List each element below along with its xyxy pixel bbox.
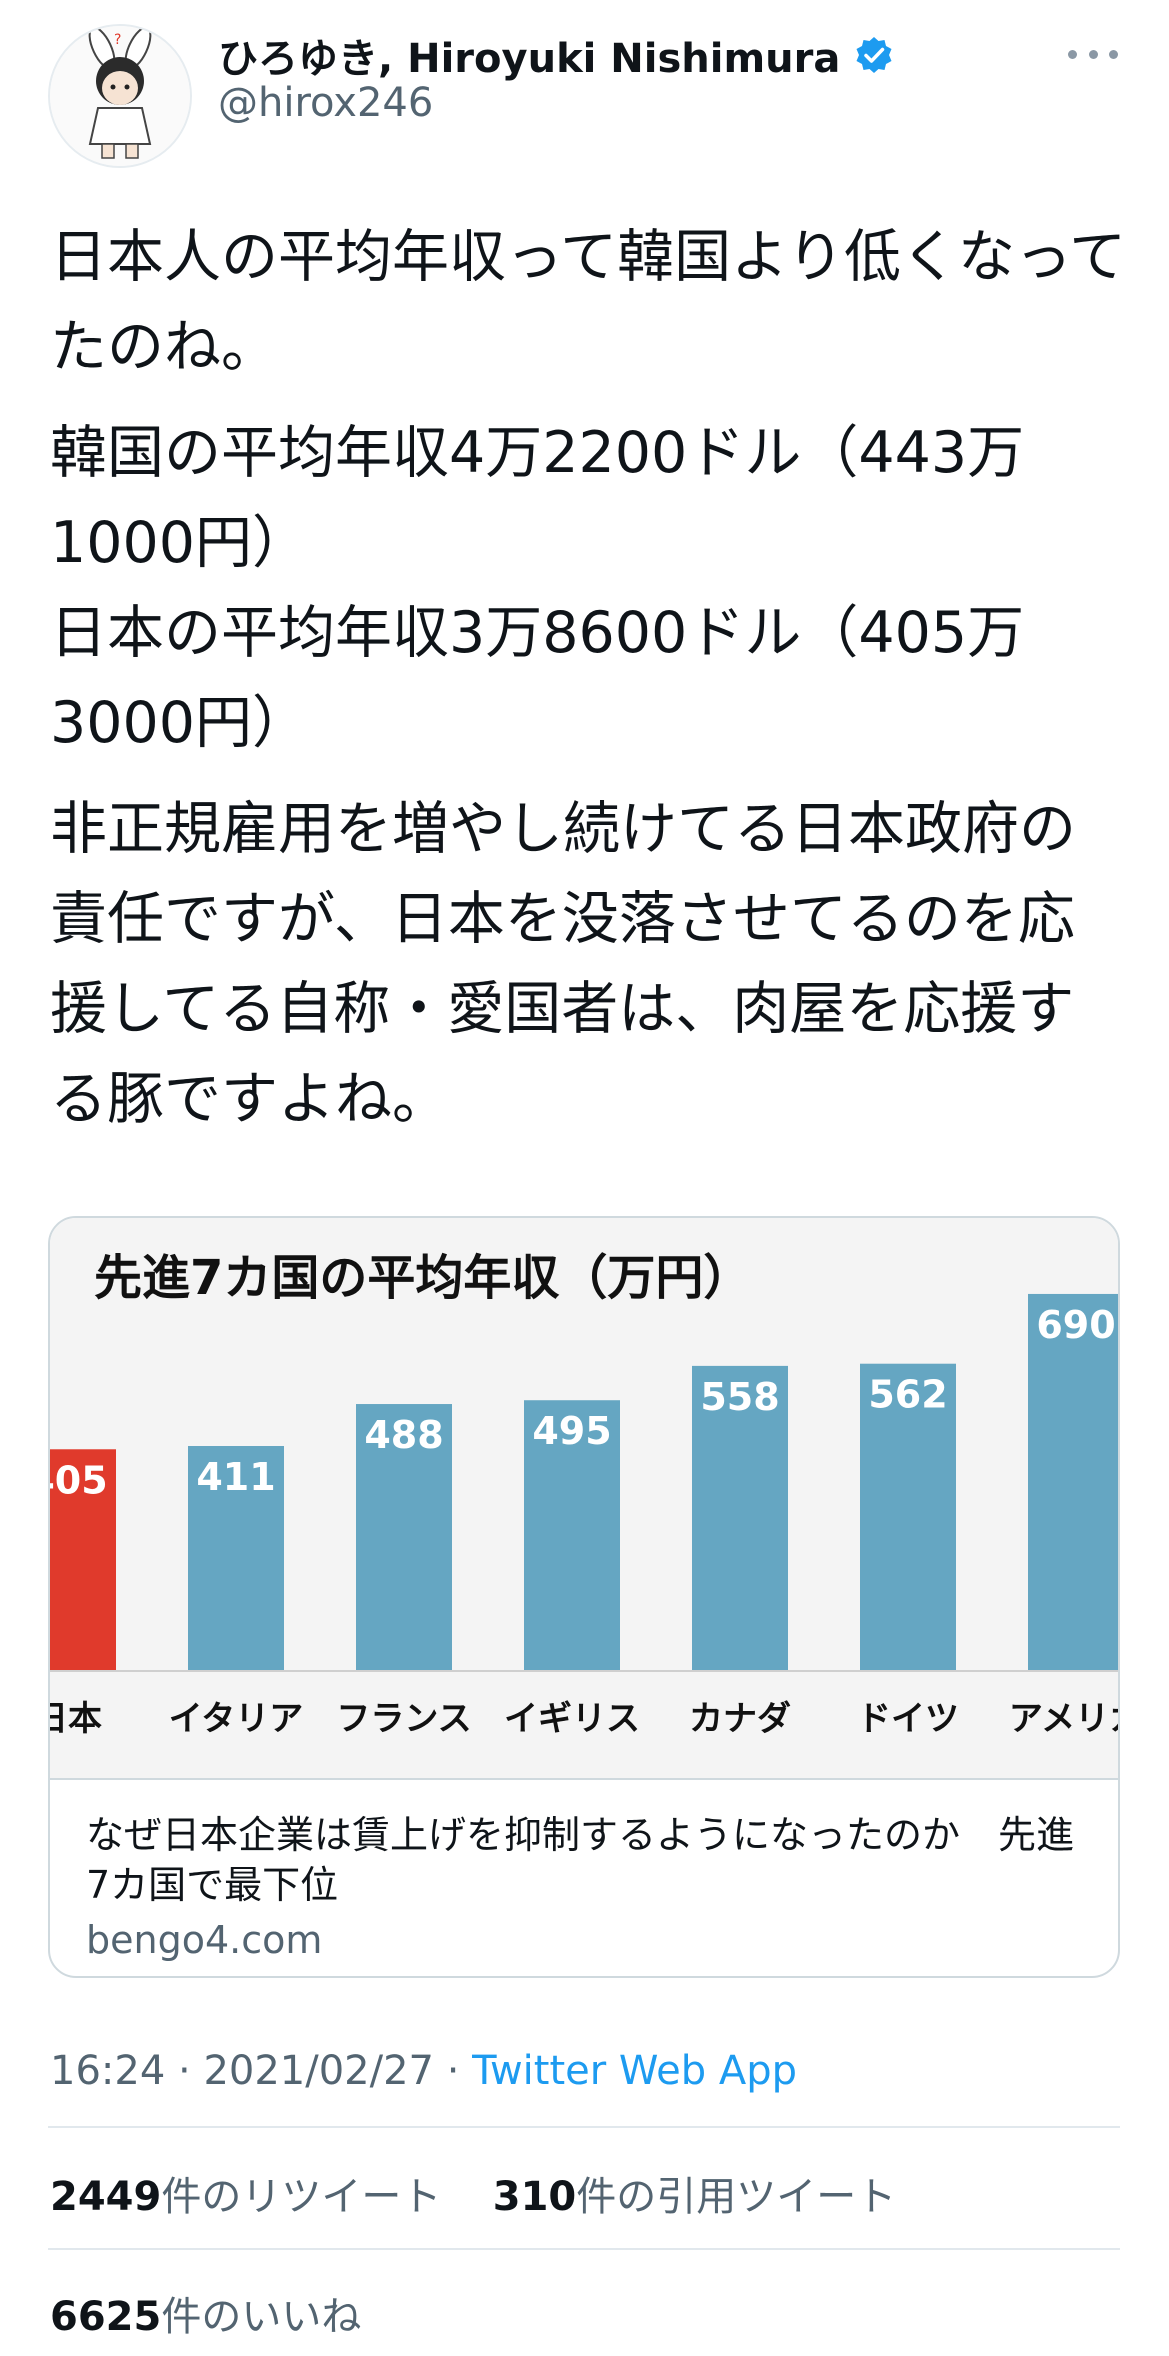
divider xyxy=(48,2248,1120,2250)
quotes-stat[interactable]: 310件の引用ツイート xyxy=(493,2174,897,2220)
bar-value-label: 558 xyxy=(700,1375,779,1419)
bar-7 xyxy=(1028,1293,1118,1670)
category-label: イタリア xyxy=(169,1699,304,1739)
quote-count: 310 xyxy=(492,2174,577,2220)
dot xyxy=(1068,49,1077,59)
likes-stat[interactable]: 6625件のいいね xyxy=(50,2284,361,2342)
tweet-stats: 2449件のリツイート 310件の引用ツイート xyxy=(50,2164,896,2222)
bar-value-label: 495 xyxy=(532,1409,611,1453)
tweet-timestamp[interactable]: 16:24 · 2021/02/27 · Twitter Web App xyxy=(50,2048,797,2094)
bar-6 xyxy=(860,1363,956,1670)
category-label: 日本 xyxy=(50,1699,102,1739)
dot xyxy=(1109,49,1118,59)
verified-badge-icon xyxy=(856,37,892,73)
category-label: イギリス xyxy=(504,1699,640,1739)
link-card[interactable]: 先進7カ国の平均年収（万円） 405 日本 411 イタリア 488 フランス 495 イギリス… xyxy=(48,1216,1120,1978)
category-label: ドイツ xyxy=(857,1699,959,1739)
more-options-icon[interactable] xyxy=(1068,34,1118,74)
bar-value-label: 690 xyxy=(1036,1303,1115,1347)
bar-value-label: 562 xyxy=(868,1373,947,1417)
like-count: 6625 xyxy=(50,2294,162,2340)
retweets-stat[interactable]: 2449件のリツイート xyxy=(50,2174,441,2220)
card-title: なぜ日本企業は賃上げを抑制するようになったのか 先進7カ国で最下位 xyxy=(86,1813,1075,1907)
bar-value-label: 411 xyxy=(196,1455,275,1499)
svg-text:?: ? xyxy=(114,32,121,48)
category-label: カナダ xyxy=(689,1699,791,1739)
bar-5 xyxy=(692,1365,788,1670)
card-divider xyxy=(50,1778,1118,1780)
bar-chart: 先進7カ国の平均年収（万円） 405 日本 411 イタリア 488 フランス 495 イギリス… xyxy=(50,1250,1118,1739)
card-domain: bengo4.com xyxy=(86,1918,323,1962)
category-label: フランス xyxy=(336,1699,471,1739)
dot xyxy=(1088,49,1098,59)
user-handle[interactable]: @hirox246 xyxy=(218,80,434,126)
tweet-paragraph: 日本人の平均年収って韓国より低くなってたのね。 xyxy=(50,224,1127,380)
bar-2 xyxy=(188,1446,284,1670)
chart-title: 先進7カ国の平均年収（万円） xyxy=(94,1250,751,1306)
category-label: アメリカ xyxy=(1009,1699,1118,1739)
tweet-paragraph: 非正規雇用を増やし続けてる日本政府の責任ですが、日本を没落させてるのを応援してる… xyxy=(50,796,1076,1132)
bar-3 xyxy=(356,1404,452,1670)
card-image-chart: 先進7カ国の平均年収（万円） 405 日本 411 イタリア 488 フランス 495 イギリス… xyxy=(50,1218,1118,1778)
separator: · xyxy=(178,2048,204,2094)
divider xyxy=(48,2126,1120,2128)
bar-value-label: 488 xyxy=(364,1413,443,1457)
quotes-label: 件の引用ツイート xyxy=(576,2174,897,2220)
bar-1 xyxy=(50,1449,116,1670)
bar-4 xyxy=(524,1400,620,1670)
bar-value-label: 405 xyxy=(50,1458,108,1502)
display-name-text: ひろゆき, Hiroyuki Nishimura xyxy=(218,36,841,82)
separator: · xyxy=(446,2048,473,2094)
user-display-name[interactable]: ひろゆき, Hiroyuki Nishimura xyxy=(218,26,894,84)
tweet-date: 2021/02/27 xyxy=(203,2048,434,2094)
tweet-source-app[interactable]: Twitter Web App xyxy=(472,2048,797,2094)
tweet-text: 日本人の平均年収って韓国より低くなってたのね。 韓国の平均年収4万2200ドル（… xyxy=(50,212,1130,1160)
avatar[interactable]: ? xyxy=(48,24,192,168)
retweet-count: 2449 xyxy=(50,2174,162,2220)
tweet-paragraph: 韓国の平均年収4万2200ドル（443万1000円） 日本の平均年収3万8600… xyxy=(50,420,1025,756)
cartoon-character-avatar-icon: ? xyxy=(50,26,190,166)
retweets-label: 件のリツイート xyxy=(161,2174,442,2220)
tweet-time: 16:24 xyxy=(50,2048,166,2094)
likes-label: 件のいいね xyxy=(161,2294,362,2340)
